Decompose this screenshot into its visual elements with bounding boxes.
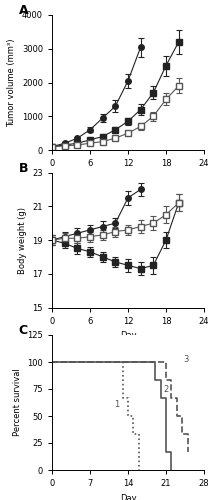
Text: 3: 3 (183, 355, 189, 364)
Y-axis label: Tumor volume (mm³): Tumor volume (mm³) (7, 38, 16, 126)
Text: B: B (19, 162, 28, 174)
Text: A: A (19, 4, 28, 17)
X-axis label: Day: Day (120, 331, 136, 340)
Text: 2: 2 (163, 385, 169, 394)
X-axis label: Day: Day (120, 174, 136, 182)
Y-axis label: Percent survival: Percent survival (13, 368, 22, 436)
Text: C: C (19, 324, 28, 337)
Y-axis label: Body weight (g): Body weight (g) (18, 206, 27, 274)
Text: 1: 1 (115, 400, 120, 409)
X-axis label: Day: Day (120, 494, 136, 500)
